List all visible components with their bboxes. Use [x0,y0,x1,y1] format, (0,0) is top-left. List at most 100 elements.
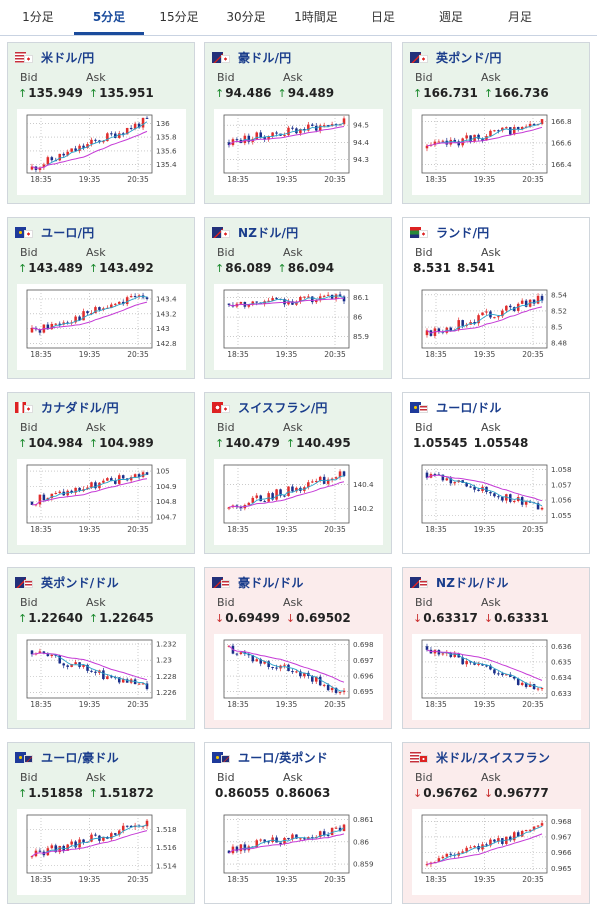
card-title[interactable]: ユーロ/ドル [410,399,502,415]
tab-5min[interactable]: 5分足 [74,0,144,35]
currency-pair-name[interactable]: ユーロ/円 [41,225,95,240]
ma-short-line [240,122,345,143]
card-title[interactable]: 英ポンド/円 [410,49,502,65]
candlestick-chart[interactable]: 18:35 19:35 20:35 105 104.9 104.8 104.7 [17,459,186,545]
candle-body [255,301,259,303]
candle-body [311,124,314,126]
candle-body [263,839,266,842]
tab-daily[interactable]: 日足 [370,10,395,24]
currency-pair-name[interactable]: スイスフラン/円 [238,400,328,415]
rate-card[interactable]: 米ドル/スイスフラン Bid Ask ↓0.96762 ↓0.96777 18:35 19:… [402,742,590,904]
currency-pair-name[interactable]: NZドル/ドル [436,575,509,590]
currency-pair-name[interactable]: ユーロ/ドル [436,400,502,415]
candlestick-chart[interactable]: 18:35 19:35 20:35 1.518 1.516 1.514 [17,809,186,895]
candle-body [102,836,105,841]
quote-row: ↓0.63317 ↓0.63331 [413,611,549,625]
rate-card[interactable]: ランド/円 Bid Ask 8.531 8.541 18:35 19:35 20:35 8.54… [402,217,590,379]
card-title[interactable]: NZドル/円 [212,224,298,240]
candlestick-chart[interactable]: 18:35 19:35 20:35 86.1 86 85.9 [214,284,383,370]
candle-body [477,134,480,139]
rate-card[interactable]: 米ドル/円 Bid Ask ↑135.949 ↑135.951 18:35 19:35 20:… [7,42,195,204]
candle-body [98,307,101,310]
tab-30min[interactable]: 30分足 [226,10,266,24]
candle-body [497,838,500,842]
currency-pair-name[interactable]: 英ポンド/ドル [41,575,119,590]
tab-weekly[interactable]: 週足 [438,10,463,24]
arrow-up-icon: ↑ [483,87,494,100]
candle-body [485,311,488,313]
y-tick-label: 166.8 [551,117,572,126]
quote-row: 8.531 8.541 [413,261,495,275]
candle-body [536,503,540,510]
candlestick-chart[interactable]: 18:35 19:35 20:35 94.5 94.4 94.3 [214,109,383,195]
card-title[interactable]: 豪ドル/ドル [212,574,304,590]
card-title[interactable]: ユーロ/円 [15,224,94,240]
currency-pair-name[interactable]: 米ドル/円 [41,50,95,65]
card-title[interactable]: ランド/円 [410,224,489,240]
candlestick-chart[interactable]: 18:35 19:35 20:35 143.4 143.2 143 142.8 [17,284,186,370]
candle-body [275,132,278,134]
rate-card[interactable]: NZドル/円 Bid Ask ↑86.089 ↑86.094 18:35 19:35 20:3… [204,217,392,379]
card-title[interactable]: スイスフラン/円 [212,399,328,415]
card-title[interactable]: 米ドル/スイスフラン [410,749,550,765]
candlestick-chart[interactable]: 18:35 19:35 20:35 0.698 0.697 0.696 0.695 [214,634,383,720]
rate-card[interactable]: スイスフラン/円 Bid Ask ↑140.479 ↑140.495 18:35 19:35… [204,392,392,554]
tab-15min[interactable]: 15分足 [159,10,199,24]
currency-pair-name[interactable]: ランド/円 [436,225,490,240]
currency-pair-name[interactable]: 英ポンド/円 [436,50,502,65]
rate-card[interactable]: 豪ドル/ドル Bid Ask ↓0.69499 ↓0.69502 18:35 19:35 20… [204,567,392,729]
rate-card[interactable]: NZドル/ドル Bid Ask ↓0.63317 ↓0.63331 18:35 19:35 2… [402,567,590,729]
candle-body [271,132,274,137]
card-title[interactable]: 米ドル/円 [15,49,94,65]
currency-pair-name[interactable]: 豪ドル/円 [238,50,292,65]
ma-long-line [426,474,543,502]
candlestick-chart[interactable]: 18:35 19:35 20:35 166.8 166.6 166.4 [412,109,581,195]
currency-pair-name[interactable]: カナダドル/円 [41,400,119,415]
card-title[interactable]: カナダドル/円 [15,399,119,415]
candle-body [275,489,278,500]
candlestick-chart[interactable]: 18:35 19:35 20:35 136 135.8 135.6 135.4 [17,109,186,195]
candle-body [287,127,290,136]
candle-body [445,140,449,145]
candlestick-chart[interactable]: 18:35 19:35 20:35 0.968 0.967 0.966 0.965 [412,809,581,895]
tab-monthly[interactable]: 月足 [507,10,532,24]
candlestick-chart[interactable]: 18:35 19:35 20:35 0.636 0.635 0.634 0.633 [412,634,581,720]
rate-card[interactable]: 豪ドル/円 Bid Ask ↑94.486 ↑94.489 18:35 19:35 20:35… [204,42,392,204]
candle-body [453,139,457,142]
candle-body [133,123,137,129]
card-title[interactable]: 英ポンド/ドル [15,574,119,590]
currency-pair-name[interactable]: ユーロ/英ポンド [238,750,328,765]
rate-card[interactable]: ユーロ/円 Bid Ask ↑143.489 ↑143.492 18:35 19:35 20:… [7,217,195,379]
y-tick-label: 143 [156,324,170,333]
x-tick-label: 18:35 [425,700,447,709]
rate-card[interactable]: ユーロ/ドル Bid Ask 1.05545 1.05548 18:35 19:35 20:3… [402,392,590,554]
x-tick-label: 19:35 [474,350,496,359]
tab-1min[interactable]: 1分足 [22,10,54,24]
candle-body [58,153,62,161]
card-title[interactable]: NZドル/ドル [410,574,509,590]
x-tick-label: 19:35 [276,350,298,359]
tab-1hour[interactable]: 1時間足 [294,10,338,24]
currency-pair-name[interactable]: 豪ドル/ドル [238,575,304,590]
card-title[interactable]: ユーロ/豪ドル [15,749,119,765]
candlestick-chart[interactable]: 18:35 19:35 20:35 8.54 8.52 8.5 8.48 [412,284,581,370]
ma-long-line [31,652,148,681]
rate-card[interactable]: 英ポンド/ドル Bid Ask ↑1.22640 ↑1.22645 18:35 19:35 2… [7,567,195,729]
quote-row: ↑1.51858 ↑1.51872 [18,786,154,800]
currency-pair-name[interactable]: ユーロ/豪ドル [41,750,119,765]
currency-pair-name[interactable]: 米ドル/スイスフラン [436,750,551,765]
candlestick-chart[interactable]: 18:35 19:35 20:35 0.861 0.86 0.859 [214,809,383,895]
currency-pair-name[interactable]: NZドル/円 [238,225,299,240]
candle-body [121,475,125,479]
card-title[interactable]: ユーロ/英ポンド [212,749,328,765]
card-title[interactable]: 豪ドル/円 [212,49,291,65]
candle-body [465,847,468,852]
rate-card[interactable]: ユーロ/英ポンド Bid Ask 0.86055 0.86063 18:35 19:35 20… [204,742,392,904]
rate-card[interactable]: 英ポンド/円 Bid Ask ↑166.731 ↑166.736 18:35 19:35 20… [402,42,590,204]
candlestick-chart[interactable]: 18:35 19:35 20:35 140.4 140.2 [214,459,383,545]
rate-card[interactable]: カナダドル/円 Bid Ask ↑104.984 ↑104.989 18:35 19:35 2… [7,392,195,554]
rate-card[interactable]: ユーロ/豪ドル Bid Ask ↑1.51858 ↑1.51872 18:35 19:35 2… [7,742,195,904]
candlestick-chart[interactable]: 18:35 19:35 20:35 1.232 1.23 1.228 1.226 [17,634,186,720]
candlestick-chart[interactable]: 18:35 19:35 20:35 1.058 1.057 1.056 1.055 [412,459,581,545]
x-tick-label: 19:35 [276,525,298,534]
